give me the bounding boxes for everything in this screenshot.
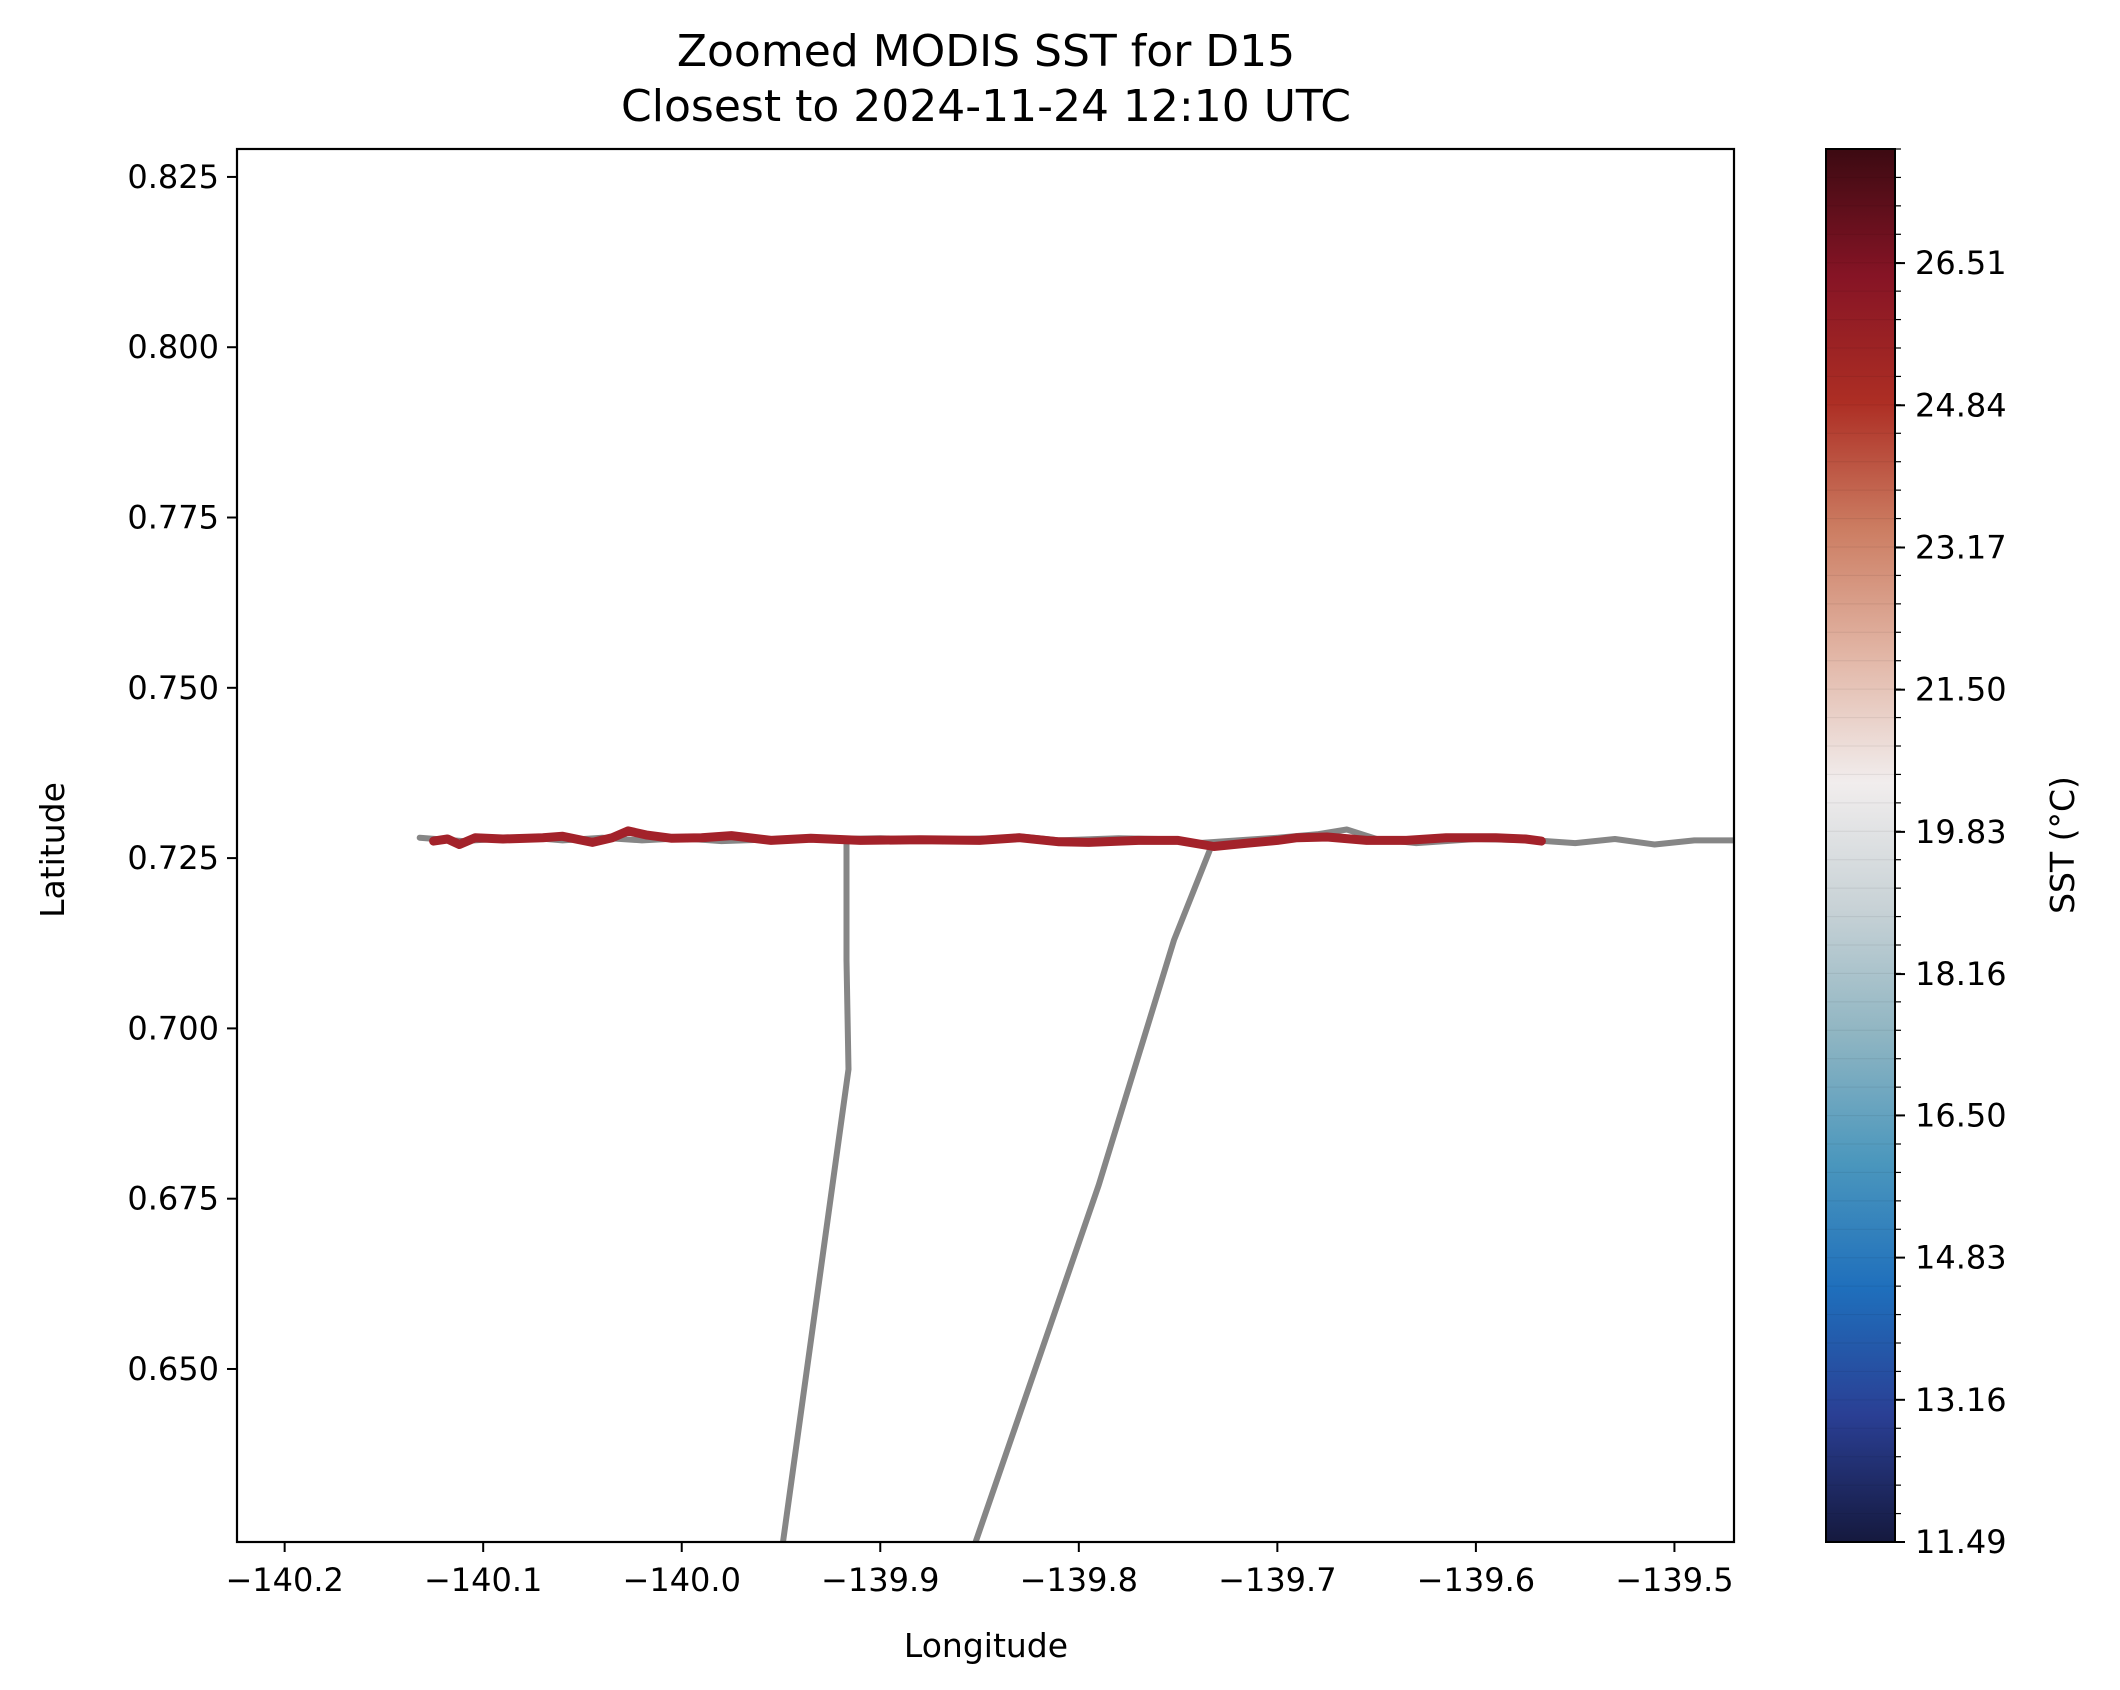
colorbar-level-lines — [1826, 176, 1895, 1515]
x-tick-label: −140.1 — [424, 1561, 542, 1599]
plot-background — [237, 149, 1734, 1542]
x-tick-label: −139.6 — [1417, 1561, 1535, 1599]
x-tick-label: −140.0 — [623, 1561, 741, 1599]
x-axis: −140.2 −140.1 −140.0 −139.9 −139.8 −139.7 −139… — [225, 1542, 1734, 1599]
colorbar: 11.49 13.16 14.83 16.50 18.16 19.83 21.50 23.17… — [1825, 148, 2082, 1561]
y-tick-label: 0.825 — [127, 158, 219, 196]
colorbar-tick-label: 21.50 — [1915, 671, 2007, 709]
y-axis: 0.650 0.675 0.700 0.725 0.750 0.775 0.800 0.825 — [127, 158, 237, 1388]
x-axis-label: Longitude — [904, 1626, 1068, 1665]
colorbar-tick-label: 18.16 — [1915, 955, 2007, 993]
x-tick-label: −139.8 — [1020, 1561, 1138, 1599]
x-tick-label: −139.9 — [821, 1561, 939, 1599]
colorbar-tick-label: 14.83 — [1915, 1239, 2007, 1277]
y-tick-label: 0.650 — [127, 1350, 219, 1388]
y-tick-label: 0.725 — [127, 839, 219, 877]
plot-area — [235, 147, 1736, 1544]
colorbar-tick-label: 13.16 — [1915, 1381, 2007, 1419]
colorbar-label: SST (°C) — [2043, 776, 2082, 914]
chart-subtitle: Closest to 2024-11-24 12:10 UTC — [621, 81, 1351, 132]
colorbar-frame — [1825, 148, 1896, 1543]
colorbar-tick-label: 11.49 — [1915, 1523, 2007, 1561]
y-tick-label: 0.750 — [127, 669, 219, 707]
y-tick-label: 0.775 — [127, 499, 219, 537]
y-tick-label: 0.675 — [127, 1180, 219, 1218]
y-tick-label: 0.700 — [127, 1009, 219, 1047]
drifter-track-line — [429, 826, 1546, 851]
y-axis-label: Latitude — [33, 782, 72, 918]
colorbar-ticks: 11.49 13.16 14.83 16.50 18.16 19.83 21.50 23.17… — [1895, 148, 2007, 1561]
chart-title: Zoomed MODIS SST for D15 — [677, 26, 1295, 77]
colorbar-tick-label: 16.50 — [1915, 1096, 2007, 1134]
colorbar-tick-label: 24.84 — [1915, 386, 2007, 424]
y-tick-label: 0.800 — [127, 328, 219, 366]
colorbar-tick-label: 26.51 — [1915, 244, 2007, 282]
series-layer — [416, 826, 1734, 1542]
background-track-line — [780, 841, 852, 1542]
colorbar-tick-label: 23.17 — [1915, 528, 2007, 566]
x-tick-label: −139.7 — [1218, 1561, 1336, 1599]
colorbar-tick-label: 19.83 — [1915, 813, 2007, 851]
background-track-line — [972, 846, 1213, 1542]
x-tick-label: −140.2 — [225, 1561, 343, 1599]
colorbar-fill — [1826, 149, 1895, 1542]
x-tick-label: −139.5 — [1615, 1561, 1733, 1599]
plot-frame — [235, 147, 1736, 1544]
